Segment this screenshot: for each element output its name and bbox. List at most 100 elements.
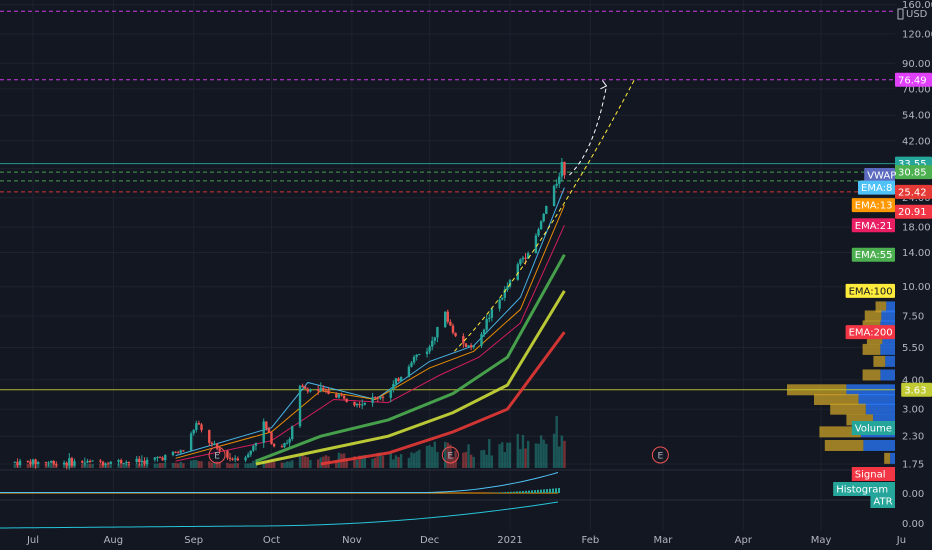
axis-tag <box>895 204 932 219</box>
macd-histogram-bar <box>528 490 530 493</box>
volume-bar <box>265 460 268 468</box>
candle-body <box>467 345 470 347</box>
volume-bar <box>309 459 312 468</box>
candle-body <box>176 452 180 454</box>
volume-bar <box>363 455 367 468</box>
candle-body <box>65 462 68 466</box>
volume-profile-bar-down <box>858 393 895 405</box>
pane-tag-label: Volume <box>855 424 892 435</box>
time-tick-label: Nov <box>342 535 362 546</box>
axis-tag-label: 30.85 <box>898 168 927 179</box>
pane-tag <box>851 421 895 435</box>
macd-histogram-bar <box>513 491 515 493</box>
axis-tag-label: EMA:21 <box>855 221 893 232</box>
candle-body <box>381 396 385 398</box>
candle-body <box>519 259 522 265</box>
volume-bar <box>171 462 175 468</box>
candle-body <box>265 421 268 429</box>
candle-body <box>563 161 566 176</box>
axis-tag-label: 25.42 <box>898 187 927 198</box>
candle-body <box>285 442 289 444</box>
volume-bar <box>244 463 247 468</box>
candle-body <box>410 362 413 367</box>
volume-bar <box>291 460 294 468</box>
volume-bar <box>472 456 475 468</box>
volume-bar <box>521 434 525 468</box>
candle-body <box>379 396 382 399</box>
grid <box>0 0 902 530</box>
candle-body <box>304 386 307 389</box>
axis-tag-label: 3.63 <box>904 385 926 396</box>
candle-body <box>140 460 144 463</box>
volume-bar <box>231 463 234 468</box>
axis-tag <box>851 198 895 213</box>
candle-body <box>545 205 548 214</box>
time-tick-label: Aug <box>104 535 124 546</box>
candle-body <box>309 389 312 392</box>
volume-bar <box>252 460 255 468</box>
volume-bar <box>449 444 452 468</box>
candle-body <box>182 450 185 452</box>
volume-bar <box>381 455 385 468</box>
volume-bar <box>485 454 488 468</box>
volume-bar <box>285 461 289 468</box>
pane-tag-label: Histogram <box>836 485 888 496</box>
volume-bar <box>399 454 403 468</box>
volume-profile-bar-down <box>880 343 895 355</box>
candle-body <box>218 448 221 451</box>
axis-tag <box>851 218 895 233</box>
candle-body <box>86 461 89 463</box>
volume-bar <box>164 463 167 468</box>
volume-bar <box>480 450 483 468</box>
candle-body <box>319 387 322 391</box>
volume-bar <box>503 452 507 468</box>
volume-bar <box>519 448 522 468</box>
volume-bar <box>464 452 468 468</box>
candle-body <box>267 428 271 433</box>
volume-bar <box>389 453 392 468</box>
candle-body <box>361 404 364 406</box>
candle-body <box>316 389 320 391</box>
price-tick-label: 120.00 <box>902 30 932 41</box>
volume-bar <box>52 463 55 468</box>
candle-body <box>106 463 110 465</box>
candle-body <box>501 297 504 300</box>
axis-tag <box>895 165 932 180</box>
candle-body <box>415 354 418 357</box>
price-tick-label: 3.00 <box>902 405 924 416</box>
axis-tag <box>845 283 895 298</box>
time-tick-label: May <box>811 535 832 546</box>
volume-bar <box>353 456 356 468</box>
volume-bar <box>301 453 304 468</box>
volume-bar <box>539 435 543 468</box>
volume-bar <box>454 450 457 468</box>
candle-body <box>174 451 177 453</box>
time-tick-label: Jul <box>26 535 39 546</box>
volume-bar <box>153 463 157 468</box>
volume-bar <box>228 463 232 468</box>
volume-bar <box>501 442 504 468</box>
volume-bar <box>270 461 273 468</box>
volume-bar <box>560 435 564 468</box>
ema-100-line <box>255 290 566 466</box>
volume-bar <box>213 462 216 468</box>
volume-bar <box>182 463 185 468</box>
volume-bar <box>345 458 348 468</box>
candle-body <box>482 329 486 335</box>
volume-bar <box>176 463 180 468</box>
volume-bar <box>117 463 120 468</box>
candle-body <box>376 397 379 399</box>
candle-body <box>135 458 138 463</box>
candle-body <box>125 461 128 464</box>
candle-body <box>306 388 309 392</box>
volume-bar <box>376 452 379 468</box>
volume-bar <box>524 448 527 468</box>
price-tick-label: 4.00 <box>902 375 924 386</box>
candle-body <box>26 460 30 462</box>
macd-histogram-bar <box>501 492 503 493</box>
price-axis[interactable] <box>895 0 932 550</box>
volume-bar <box>210 462 214 468</box>
ema-200-line <box>320 331 566 466</box>
volume-bar <box>280 462 284 468</box>
